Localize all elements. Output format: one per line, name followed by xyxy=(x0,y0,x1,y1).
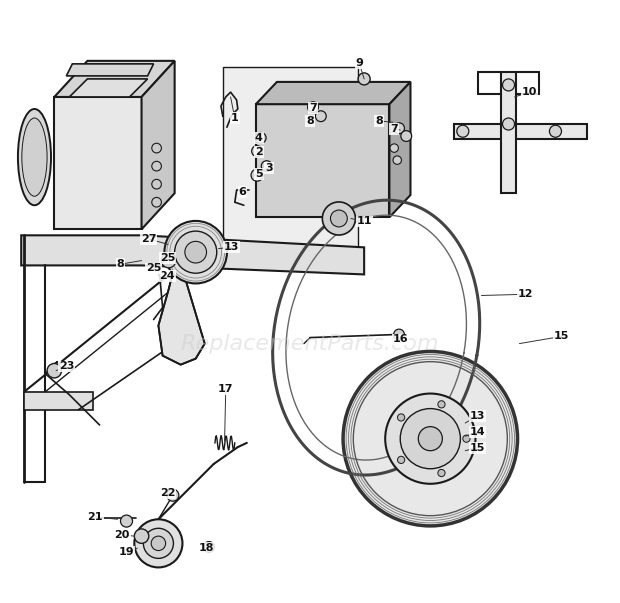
Circle shape xyxy=(120,515,133,527)
Text: 27: 27 xyxy=(141,234,156,244)
Text: 25: 25 xyxy=(146,264,161,273)
Circle shape xyxy=(397,456,405,464)
Text: 19: 19 xyxy=(118,548,135,557)
Circle shape xyxy=(393,156,401,165)
Circle shape xyxy=(167,489,179,501)
Text: 2: 2 xyxy=(255,147,263,157)
Circle shape xyxy=(185,241,206,263)
Ellipse shape xyxy=(22,118,47,196)
Text: 20: 20 xyxy=(115,530,130,540)
Text: 10: 10 xyxy=(522,87,538,97)
Circle shape xyxy=(418,427,442,450)
Circle shape xyxy=(397,414,405,421)
Circle shape xyxy=(255,133,266,144)
Ellipse shape xyxy=(18,109,51,205)
Text: 8: 8 xyxy=(117,259,125,269)
Text: 4: 4 xyxy=(255,133,263,143)
Circle shape xyxy=(438,401,445,408)
Circle shape xyxy=(152,179,161,189)
Polygon shape xyxy=(256,82,410,104)
Circle shape xyxy=(175,231,217,273)
Text: 6: 6 xyxy=(239,187,247,197)
Circle shape xyxy=(203,541,215,552)
Polygon shape xyxy=(69,79,148,97)
Polygon shape xyxy=(24,392,94,410)
Circle shape xyxy=(47,364,61,378)
Ellipse shape xyxy=(330,210,347,227)
Text: 14: 14 xyxy=(469,427,485,437)
Text: 21: 21 xyxy=(87,512,103,522)
Text: 7: 7 xyxy=(391,124,398,134)
Text: 7: 7 xyxy=(309,103,317,113)
Text: 8: 8 xyxy=(306,116,314,126)
Circle shape xyxy=(161,253,176,268)
Circle shape xyxy=(438,469,445,476)
Polygon shape xyxy=(158,265,205,365)
Circle shape xyxy=(261,161,272,171)
Circle shape xyxy=(549,125,562,137)
Circle shape xyxy=(390,144,399,153)
Text: 13: 13 xyxy=(224,242,239,252)
Text: 25: 25 xyxy=(160,253,175,263)
Polygon shape xyxy=(21,235,364,274)
Circle shape xyxy=(135,519,182,567)
Polygon shape xyxy=(55,61,175,97)
Circle shape xyxy=(394,123,404,134)
Circle shape xyxy=(252,146,262,157)
Ellipse shape xyxy=(322,202,355,235)
Circle shape xyxy=(152,162,161,171)
Text: 13: 13 xyxy=(469,411,485,421)
Circle shape xyxy=(463,435,470,442)
Circle shape xyxy=(401,131,412,142)
Text: 22: 22 xyxy=(160,488,175,498)
Circle shape xyxy=(343,352,518,526)
Text: 12: 12 xyxy=(518,289,533,299)
Text: 1: 1 xyxy=(231,113,239,123)
Circle shape xyxy=(135,529,149,543)
Circle shape xyxy=(308,102,319,113)
Polygon shape xyxy=(66,64,154,76)
Text: 16: 16 xyxy=(392,335,408,344)
Circle shape xyxy=(457,125,469,137)
Circle shape xyxy=(503,118,515,130)
Circle shape xyxy=(316,111,326,122)
Polygon shape xyxy=(256,104,389,217)
Circle shape xyxy=(152,197,161,207)
Circle shape xyxy=(152,144,161,153)
Text: 18: 18 xyxy=(199,543,215,553)
Text: 3: 3 xyxy=(265,163,273,173)
Polygon shape xyxy=(389,82,410,217)
Circle shape xyxy=(251,169,263,181)
Text: 11: 11 xyxy=(356,216,372,227)
Text: 23: 23 xyxy=(59,361,74,371)
Text: 9: 9 xyxy=(355,58,363,68)
Circle shape xyxy=(143,528,174,558)
Polygon shape xyxy=(502,72,516,193)
Circle shape xyxy=(164,221,227,283)
Circle shape xyxy=(358,73,370,85)
Text: 24: 24 xyxy=(159,271,175,281)
Circle shape xyxy=(151,536,166,551)
Text: 15: 15 xyxy=(469,443,485,453)
Polygon shape xyxy=(141,61,175,229)
Text: 15: 15 xyxy=(554,332,569,341)
Text: 17: 17 xyxy=(218,384,234,394)
Text: 5: 5 xyxy=(255,169,263,179)
Polygon shape xyxy=(55,97,141,229)
Text: ReplacementParts.com: ReplacementParts.com xyxy=(181,333,439,353)
Circle shape xyxy=(394,329,404,340)
Polygon shape xyxy=(454,124,587,139)
Circle shape xyxy=(385,394,476,484)
Circle shape xyxy=(401,409,461,469)
Circle shape xyxy=(503,79,515,91)
Text: 8: 8 xyxy=(375,116,383,126)
Polygon shape xyxy=(223,67,358,247)
